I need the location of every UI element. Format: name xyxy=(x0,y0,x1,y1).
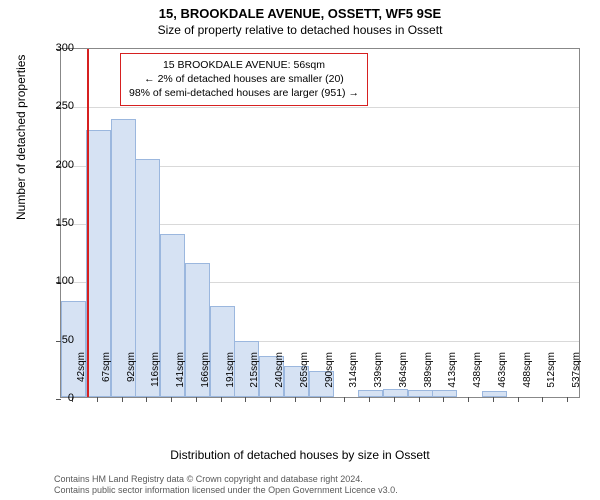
y-axis-label: Number of detached properties xyxy=(14,55,28,220)
xtick-mark xyxy=(518,397,519,402)
xtick-mark xyxy=(419,397,420,402)
plot-wrapper: 15 BROOKDALE AVENUE: 56sqm← 2% of detach… xyxy=(60,48,580,398)
xtick-label: 290sqm xyxy=(324,352,335,402)
xtick-mark xyxy=(97,397,98,402)
xtick-label: 166sqm xyxy=(200,352,211,402)
footer-line2: Contains public sector information licen… xyxy=(54,485,584,496)
chart-subtitle: Size of property relative to detached ho… xyxy=(0,21,600,37)
xtick-label: 141sqm xyxy=(175,352,186,402)
xtick-mark xyxy=(369,397,370,402)
xtick-label: 512sqm xyxy=(546,352,557,402)
xtick-mark xyxy=(295,397,296,402)
xtick-mark xyxy=(270,397,271,402)
xtick-label: 92sqm xyxy=(126,352,137,402)
footer-attribution: Contains HM Land Registry data © Crown c… xyxy=(54,474,584,497)
xtick-label: 67sqm xyxy=(101,352,112,402)
marker-line xyxy=(87,49,89,397)
xtick-mark xyxy=(196,397,197,402)
xtick-mark xyxy=(567,397,568,402)
annotation-line: ← 2% of detached houses are smaller (20) xyxy=(129,72,359,86)
xtick-mark xyxy=(394,397,395,402)
ytick-label: 300 xyxy=(34,42,74,54)
xtick-mark xyxy=(171,397,172,402)
x-axis-label: Distribution of detached houses by size … xyxy=(0,448,600,462)
xtick-label: 364sqm xyxy=(398,352,409,402)
xtick-mark xyxy=(443,397,444,402)
xtick-mark xyxy=(245,397,246,402)
xtick-mark xyxy=(320,397,321,402)
xtick-mark xyxy=(221,397,222,402)
chart-title: 15, BROOKDALE AVENUE, OSSETT, WF5 9SE xyxy=(0,0,600,21)
xtick-label: 413sqm xyxy=(447,352,458,402)
xtick-label: 438sqm xyxy=(472,352,483,402)
xtick-mark xyxy=(542,397,543,402)
ytick-label: 0 xyxy=(34,392,74,404)
ytick-label: 50 xyxy=(34,334,74,346)
ytick-label: 150 xyxy=(34,217,74,229)
ytick-label: 100 xyxy=(34,275,74,287)
gridline xyxy=(61,107,579,108)
xtick-mark xyxy=(146,397,147,402)
xtick-mark xyxy=(344,397,345,402)
annotation-line: 15 BROOKDALE AVENUE: 56sqm xyxy=(129,58,359,72)
xtick-label: 537sqm xyxy=(571,352,582,402)
footer-line1: Contains HM Land Registry data © Crown c… xyxy=(54,474,584,485)
annotation-line: 98% of semi-detached houses are larger (… xyxy=(129,86,359,100)
xtick-label: 389sqm xyxy=(423,352,434,402)
ytick-label: 250 xyxy=(34,100,74,112)
annotation-box: 15 BROOKDALE AVENUE: 56sqm← 2% of detach… xyxy=(120,53,368,106)
xtick-mark xyxy=(122,397,123,402)
xtick-label: 488sqm xyxy=(522,352,533,402)
chart-container: 15, BROOKDALE AVENUE, OSSETT, WF5 9SE Si… xyxy=(0,0,600,500)
xtick-label: 42sqm xyxy=(76,352,87,402)
xtick-label: 240sqm xyxy=(274,352,285,402)
xtick-mark xyxy=(493,397,494,402)
xtick-label: 463sqm xyxy=(497,352,508,402)
xtick-label: 339sqm xyxy=(373,352,384,402)
ytick-label: 200 xyxy=(34,159,74,171)
xtick-mark xyxy=(468,397,469,402)
xtick-label: 314sqm xyxy=(348,352,359,402)
xtick-label: 265sqm xyxy=(299,352,310,402)
xtick-label: 116sqm xyxy=(150,352,161,402)
xtick-label: 191sqm xyxy=(225,352,236,402)
xtick-label: 215sqm xyxy=(249,352,260,402)
